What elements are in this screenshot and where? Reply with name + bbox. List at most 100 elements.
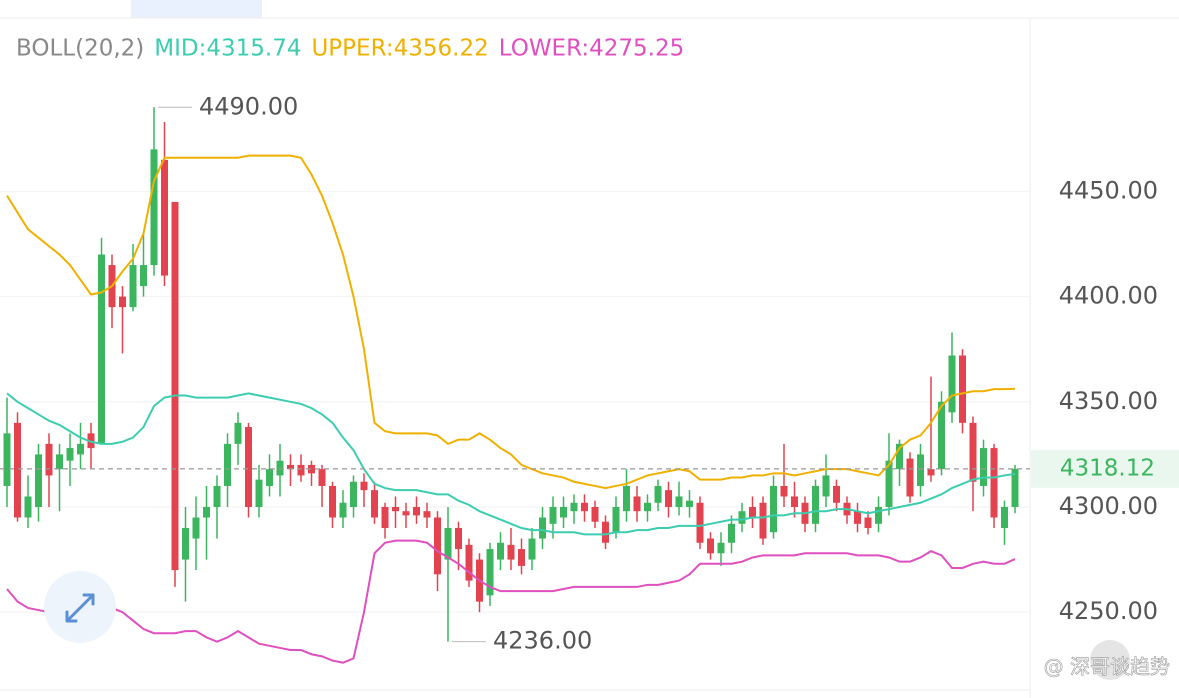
candle-body [822, 475, 830, 497]
candle-body [171, 201, 179, 571]
candle-body [570, 502, 578, 512]
candle-body [864, 517, 872, 529]
candle-body [192, 517, 200, 539]
candle-body [35, 454, 42, 507]
candle-body [539, 517, 546, 539]
candle-body [350, 481, 357, 507]
candle-body [119, 296, 126, 308]
candle-body [24, 496, 32, 518]
candle-body [140, 265, 147, 287]
candle-body [791, 496, 798, 507]
candle-body [66, 448, 74, 461]
candle-body [602, 521, 609, 543]
band-line [6, 392, 1016, 536]
annotation-label: 4236.00 [493, 627, 592, 655]
candle-body [161, 159, 168, 276]
candle-body [591, 506, 599, 522]
y-tick-label: 4300.00 [1059, 492, 1158, 520]
candle-body [507, 544, 515, 560]
candle-body [906, 458, 914, 497]
candle-body [917, 454, 924, 486]
candle-body [182, 528, 189, 560]
legend-entry: LOWER:4275.25 [499, 36, 685, 62]
active-tab[interactable] [131, 0, 262, 18]
candle-body [318, 469, 326, 486]
candle-body [129, 265, 137, 308]
candle-body [14, 422, 21, 518]
candle-body [717, 542, 725, 554]
candle-body [413, 506, 420, 516]
candle-body [812, 485, 819, 524]
candle-body [696, 502, 704, 543]
legend: BOLL(20,2) MID:4315.74 UPPER:4356.22 LOWER… [16, 36, 684, 62]
candle-body [77, 443, 84, 455]
candle-body [234, 422, 242, 444]
candle-body [224, 443, 231, 486]
candle-body [371, 490, 378, 518]
y-tick-label: 4250.00 [1059, 597, 1158, 625]
candle-body [560, 506, 567, 518]
y-tick-label: 4400.00 [1059, 282, 1158, 310]
candle-body [392, 506, 399, 512]
candle-body [644, 502, 651, 512]
candle-body [686, 500, 693, 507]
candle-body [770, 485, 777, 533]
last-price-box [1031, 449, 1179, 488]
candle-body [549, 506, 557, 524]
candle-body [3, 433, 11, 486]
candle-body [287, 464, 294, 470]
candle-body [465, 544, 473, 581]
last-price-label: 4318.12 [1060, 455, 1155, 481]
watermark: @ 深哥谈趋势 [1044, 655, 1170, 679]
candle-body [518, 549, 525, 566]
candle-body [665, 490, 672, 507]
candle-body [654, 485, 662, 503]
zoom-icon [65, 593, 95, 623]
candle-body [381, 506, 389, 529]
band-line [6, 154, 1016, 490]
indicator-label: BOLL(20,2) [16, 36, 144, 62]
candle-body [728, 523, 735, 543]
candle-body [245, 427, 252, 507]
candle-body [623, 485, 630, 512]
legend-entry: UPPER:4356.22 [311, 36, 488, 62]
y-tick-label: 4350.00 [1059, 387, 1158, 415]
candle-body [875, 506, 882, 524]
candle-body [45, 443, 53, 476]
candle-body [203, 506, 210, 518]
candle-body [927, 469, 935, 476]
candle-body [780, 485, 788, 497]
candle-body [885, 460, 893, 507]
candle-body [749, 506, 756, 518]
candle-body [213, 485, 221, 507]
candle-body [990, 448, 998, 518]
candle-body [255, 479, 263, 507]
candle-body [675, 496, 683, 507]
candle-body [486, 549, 494, 596]
candle-body [581, 502, 588, 512]
candle-body [969, 422, 977, 482]
candle-body [98, 254, 105, 444]
candle-body [339, 502, 347, 518]
candle-body [455, 528, 462, 550]
candle-body [612, 506, 620, 533]
candle-body [360, 481, 368, 491]
plot [0, 106, 1030, 664]
y-tick-label: 4450.00 [1059, 176, 1158, 204]
candle-body [854, 511, 861, 524]
candle-body [738, 511, 746, 524]
candle-body [938, 401, 945, 470]
candle-body [423, 511, 431, 518]
candle-body [434, 517, 441, 575]
candle-body [329, 485, 336, 518]
candle-body [1011, 468, 1019, 507]
candle-body [948, 355, 956, 413]
candle-body [896, 443, 903, 470]
legend-entry: MID:4315.74 [154, 36, 301, 62]
candle-body [297, 464, 305, 476]
candle-body [150, 149, 158, 266]
candle-body [707, 538, 714, 554]
candle-body [528, 538, 536, 560]
candle-body [959, 355, 966, 423]
